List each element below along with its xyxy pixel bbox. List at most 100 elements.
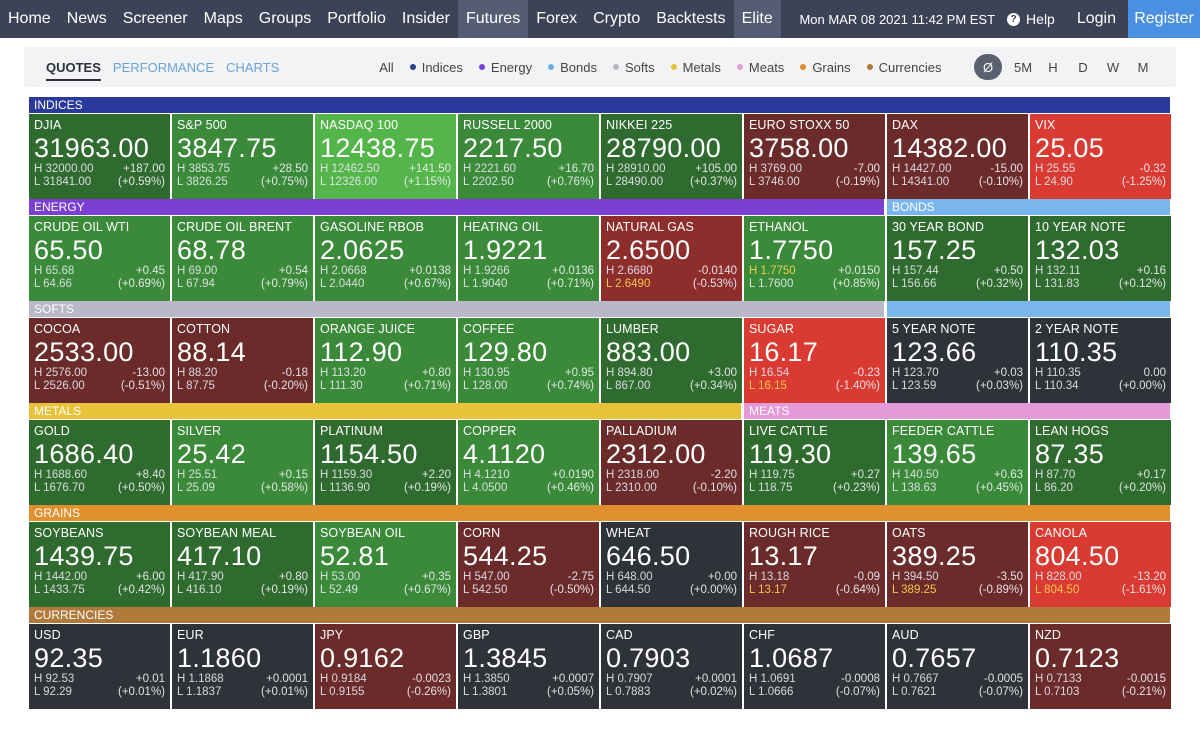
quote-tile[interactable]: GBP 1.3845 H 1.3850 +0.0007 L 1.3801 (+0.05%) <box>458 624 599 709</box>
quote-tile[interactable]: RUSSELL 2000 2217.50 H 2221.60 +16.70 L 2202… <box>458 114 599 199</box>
quote-tile[interactable]: WHEAT 646.50 H 648.00 +0.00 L 644.50 (+0.00%) <box>601 522 742 607</box>
quote-tile[interactable]: S&P 500 3847.75 H 3853.75 +28.50 L 3826.25 (+… <box>172 114 313 199</box>
quote-tile[interactable]: 5 YEAR NOTE 123.66 H 123.70 +0.03 L 123.59 (+… <box>887 318 1028 403</box>
quote-tile[interactable]: CHF 1.0687 H 1.0691 -0.0008 L 1.0666 (-0.07%) <box>744 624 885 709</box>
tab-quotes[interactable]: QUOTES <box>46 60 101 81</box>
filter-bonds[interactable]: Bonds <box>548 60 597 75</box>
nav-futures[interactable]: Futures <box>457 0 529 38</box>
quote-tile[interactable]: COFFEE 129.80 H 130.95 +0.95 L 128.00 (+0.74%… <box>458 318 599 403</box>
filter-softs[interactable]: Softs <box>612 60 655 75</box>
timeframe-5m[interactable]: 5M <box>1013 59 1033 75</box>
tile-name: HEATING OIL <box>463 220 543 234</box>
nav-insider[interactable]: Insider <box>401 10 450 27</box>
quote-tile[interactable]: FEEDER CATTLE 139.65 H 140.50 +0.63 L 138.63… <box>887 420 1028 505</box>
filter-metals[interactable]: Metals <box>670 59 721 75</box>
quote-tile[interactable]: NZD 0.7123 H 0.7133 -0.0015 L 0.7103 (-0.21%) <box>1030 624 1171 709</box>
timeframe-w[interactable]: W <box>1106 59 1120 75</box>
quote-tile[interactable]: AUD 0.7657 H 0.7667 -0.0005 L 0.7621 (-0.07%) <box>887 624 1028 709</box>
quote-tile[interactable]: COPPER 4.1120 H 4.1210 +0.0190 L 4.0500 (+0.4… <box>458 420 599 505</box>
quote-tile[interactable]: CAD 0.7903 H 0.7907 +0.0001 L 0.7883 (+0.02%) <box>601 624 742 709</box>
quote-tile[interactable]: SUGAR 16.17 H 16.54 -0.23 L 16.15 (-1.40%) <box>744 318 885 403</box>
nav-elite[interactable]: Elite <box>733 0 781 38</box>
quote-tile[interactable]: PLATINUM 1154.50 H 1159.30 +2.20 L 1136.90 (+… <box>315 420 456 505</box>
tab-charts[interactable]: CHARTS <box>226 59 280 75</box>
filter-grains[interactable]: Grains <box>800 60 851 75</box>
nav-groups[interactable]: Groups <box>258 10 312 27</box>
tile-change-pct: (+0.79%) <box>261 278 308 290</box>
quote-tile[interactable]: ROUGH RICE 13.17 H 13.18 -0.09 L 13.17 (-0.64… <box>744 522 885 607</box>
quote-tile[interactable]: EURO STOXX 50 3758.00 H 3769.00 -7.00 L 3746… <box>744 114 885 199</box>
quote-tile[interactable]: SOYBEAN OIL 52.81 H 53.00 +0.35 L 52.49 (+0.6… <box>315 522 456 607</box>
quote-tile[interactable]: LEAN HOGS 87.35 H 87.70 +0.17 L 86.20 (+0.20%… <box>1030 420 1171 505</box>
quote-tile[interactable]: 10 YEAR NOTE 132.03 H 132.11 +0.16 L 131.83 (… <box>1030 216 1171 301</box>
quote-tile[interactable]: USD 92.35 H 92.53 +0.01 L 92.29 (+0.01%) <box>29 624 170 709</box>
help-link[interactable]: ? Help <box>1003 0 1065 38</box>
quote-tile[interactable]: COTTON 88.14 H 88.20 -0.18 L 87.75 (-0.20%) <box>172 318 313 403</box>
filter-energy[interactable]: Energy <box>478 60 532 75</box>
quote-tile[interactable]: SILVER 25.42 H 25.51 +0.15 L 25.09 (+0.58%) <box>172 420 313 505</box>
quote-tile[interactable]: DAX 14382.00 H 14427.00 -15.00 L 14341.00 (-0… <box>887 114 1028 199</box>
tile-name: ETHANOL <box>749 220 809 234</box>
quote-tile[interactable]: CANOLA 804.50 H 828.00 -13.20 L 804.50 (-1.61… <box>1030 522 1171 607</box>
timeframe-h[interactable]: H <box>1048 59 1058 75</box>
quote-tile[interactable]: SOYBEANS 1439.75 H 1442.00 +6.00 L 1433.75 (+… <box>29 522 170 607</box>
nav-crypto[interactable]: Crypto <box>593 10 641 27</box>
tile-low-row: L 1676.70 (+0.50%) <box>34 482 165 495</box>
quote-tile[interactable]: DJIA 31963.00 H 32000.00 +187.00 L 31841.00 (… <box>29 114 170 199</box>
login-link[interactable]: Login <box>1076 10 1116 27</box>
tile-low-row: L 156.66 (+0.32%) <box>892 278 1023 291</box>
tile-price: 417.10 <box>177 541 262 571</box>
quote-tile[interactable]: ORANGE JUICE 112.90 H 113.20 +0.80 L 111.30 (… <box>315 318 456 403</box>
timeframe-m[interactable]: M <box>1137 59 1149 75</box>
nav-maps[interactable]: Maps <box>203 10 243 27</box>
tile-low: L 3826.25 <box>177 176 228 188</box>
nav-forex[interactable]: Forex <box>536 10 578 27</box>
quote-tile[interactable]: VIX 25.05 H 25.55 -0.32 L 24.90 (-1.25%) <box>1030 114 1171 199</box>
quote-tile[interactable]: 30 YEAR BOND 157.25 H 157.44 +0.50 L 156.66 (… <box>887 216 1028 301</box>
register-button[interactable]: Register <box>1128 0 1200 38</box>
quote-tile[interactable]: NATURAL GAS 2.6500 H 2.6680 -0.0140 L 2.6490… <box>601 216 742 301</box>
filter-meats[interactable]: Meats <box>736 60 784 75</box>
tile-low-row: L 118.75 (+0.23%) <box>749 482 880 495</box>
nav-portfolio[interactable]: Portfolio <box>327 10 386 27</box>
tile-price: 112.90 <box>320 337 403 367</box>
nav-home[interactable]: Home <box>8 10 51 27</box>
quote-tile[interactable]: OATS 389.25 H 394.50 -3.50 L 389.25 (-0.89%) <box>887 522 1028 607</box>
quote-tile[interactable]: LUMBER 883.00 H 894.80 +3.00 L 867.00 (+0.34%… <box>601 318 742 403</box>
section-meats: MEATS <box>744 403 1170 419</box>
quote-tile[interactable]: SOYBEAN MEAL 417.10 H 417.90 +0.80 L 416.10 (… <box>172 522 313 607</box>
quote-tile[interactable]: GASOLINE RBOB 2.0625 H 2.0668 +0.0138 L 2.04… <box>315 216 456 301</box>
quote-tile[interactable]: LIVE CATTLE 119.30 H 119.75 +0.27 L 118.75 (+… <box>744 420 885 505</box>
nav-news[interactable]: News <box>66 10 107 27</box>
quote-tile[interactable]: CORN 544.25 H 547.00 -2.75 L 542.50 (-0.50%) <box>458 522 599 607</box>
quote-tile[interactable]: EUR 1.1860 H 1.1868 +0.0001 L 1.1837 (+0.01%) <box>172 624 313 709</box>
quote-tile[interactable]: NASDAQ 100 12438.75 H 12462.50 +141.50 L 123… <box>315 114 456 199</box>
quote-tile[interactable]: ETHANOL 1.7750 H 1.7750 +0.0150 L 1.7600 (+0.… <box>744 216 885 301</box>
tile-change-pct: (+0.74%) <box>547 380 594 392</box>
timeframe-live[interactable]: Ø <box>974 54 1002 80</box>
filter-currencies[interactable]: Currencies <box>866 60 941 75</box>
quote-tile[interactable]: CRUDE OIL WTI 65.50 H 65.68 +0.45 L 64.66 (+0… <box>29 216 170 301</box>
tile-change-pct: (+0.34%) <box>690 380 737 392</box>
quote-tile[interactable]: PALLADIUM 2312.00 H 2318.00 -2.20 L 2310.00 (… <box>601 420 742 505</box>
tile-low: L 389.25 <box>892 584 937 596</box>
filter-all[interactable]: All <box>379 60 393 75</box>
quote-tile[interactable]: HEATING OIL 1.9221 H 1.9266 +0.0136 L 1.9040… <box>458 216 599 301</box>
nav-screener[interactable]: Screener <box>122 10 188 27</box>
filter-label: Metals <box>682 59 721 75</box>
quote-tile[interactable]: 2 YEAR NOTE 110.35 H 110.35 0.00 L 110.34 (+0… <box>1030 318 1171 403</box>
timeframe-d[interactable]: D <box>1078 59 1088 75</box>
quote-tile[interactable]: NIKKEI 225 28790.00 H 28910.00 +105.00 L 284… <box>601 114 742 199</box>
nav-backtests[interactable]: Backtests <box>656 10 726 27</box>
quote-tile[interactable]: JPY 0.9162 H 0.9184 -0.0023 L 0.9155 (-0.26%) <box>315 624 456 709</box>
tile-price: 2.6500 <box>606 235 691 265</box>
quote-tile[interactable]: COCOA 2533.00 H 2576.00 -13.00 L 2526.00 (-0.… <box>29 318 170 403</box>
filter-indices[interactable]: Indices <box>409 60 463 75</box>
tab-performance[interactable]: PERFORMANCE <box>112 59 215 75</box>
tile-name: GASOLINE RBOB <box>320 220 425 234</box>
quote-tile[interactable]: CRUDE OIL BRENT 68.78 H 69.00 +0.54 L 67.94 (… <box>172 216 313 301</box>
tile-name: CAD <box>606 628 633 642</box>
tile-price: 157.25 <box>892 235 977 265</box>
tile-name: NZD <box>1035 628 1061 642</box>
quote-tile[interactable]: GOLD 1686.40 H 1688.60 +8.40 L 1676.70 (+0.50… <box>29 420 170 505</box>
